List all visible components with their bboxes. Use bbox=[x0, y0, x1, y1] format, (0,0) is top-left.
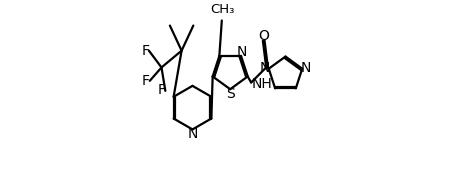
Text: F: F bbox=[141, 44, 149, 58]
Text: O: O bbox=[258, 29, 268, 44]
Text: F: F bbox=[157, 83, 166, 97]
Text: CH₃: CH₃ bbox=[210, 3, 235, 16]
Text: N: N bbox=[236, 45, 247, 59]
Text: S: S bbox=[226, 87, 234, 101]
Text: N: N bbox=[187, 127, 197, 141]
Text: F: F bbox=[142, 74, 150, 88]
Text: NH: NH bbox=[251, 77, 272, 91]
Text: N: N bbox=[259, 61, 270, 75]
Text: N: N bbox=[300, 61, 310, 75]
